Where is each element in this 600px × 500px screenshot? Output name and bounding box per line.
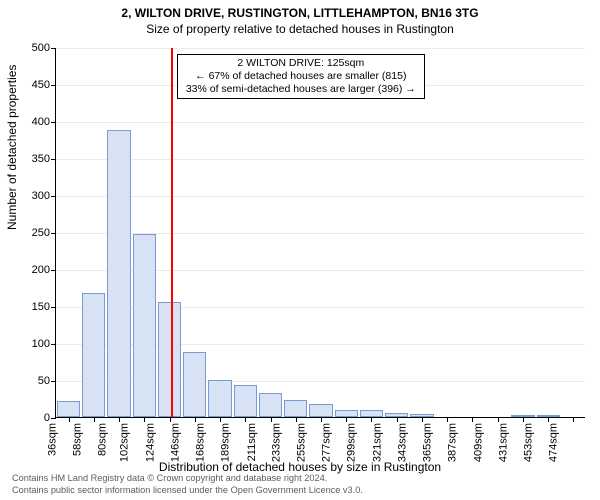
- ytick-label: 450: [32, 79, 50, 91]
- ytick-label: 100: [32, 338, 50, 350]
- xtick-mark: [498, 417, 499, 422]
- ytick-mark: [51, 122, 56, 123]
- xtick-mark: [573, 417, 574, 422]
- xtick-label: 211sqm: [245, 423, 257, 461]
- ytick-mark: [51, 196, 56, 197]
- xtick-label: 255sqm: [295, 423, 307, 462]
- histogram-bar: [82, 293, 105, 417]
- xtick-label: 321sqm: [371, 423, 383, 462]
- ytick-mark: [51, 48, 56, 49]
- xtick-label: 36sqm: [46, 423, 58, 456]
- xtick-mark: [371, 417, 372, 422]
- xtick-label: 409sqm: [472, 423, 484, 462]
- plot-inner: 05010015020025030035040045050036sqm58sqm…: [55, 48, 585, 418]
- xtick-label: 189sqm: [220, 423, 232, 462]
- annotation-line-2: ← 67% of detached houses are smaller (81…: [186, 70, 416, 83]
- chart-title: 2, WILTON DRIVE, RUSTINGTON, LITTLEHAMPT…: [0, 0, 600, 20]
- ytick-mark: [51, 85, 56, 86]
- ytick-label: 150: [32, 301, 50, 313]
- xtick-label: 387sqm: [447, 423, 459, 462]
- xtick-label: 124sqm: [144, 423, 156, 462]
- ytick-mark: [51, 233, 56, 234]
- histogram-bar: [234, 385, 257, 417]
- y-axis-label: Number of detached properties: [5, 65, 19, 230]
- footnote-line-1: Contains HM Land Registry data © Crown c…: [12, 473, 363, 485]
- histogram-bar: [133, 234, 156, 417]
- xtick-mark: [271, 417, 272, 422]
- xtick-mark: [220, 417, 221, 422]
- x-axis-label: Distribution of detached houses by size …: [0, 460, 600, 474]
- grid-line: [56, 122, 585, 123]
- ytick-mark: [51, 344, 56, 345]
- histogram-bar: [284, 400, 307, 417]
- histogram-bar: [335, 410, 358, 417]
- xtick-mark: [144, 417, 145, 422]
- xtick-mark: [397, 417, 398, 422]
- xtick-label: 453sqm: [523, 423, 535, 462]
- ytick-mark: [51, 418, 56, 419]
- xtick-label: 58sqm: [71, 423, 83, 456]
- chart-subtitle: Size of property relative to detached ho…: [0, 20, 600, 36]
- xtick-mark: [472, 417, 473, 422]
- ytick-mark: [51, 159, 56, 160]
- xtick-label: 168sqm: [194, 423, 206, 462]
- xtick-label: 146sqm: [169, 423, 181, 462]
- histogram-bar: [183, 352, 206, 417]
- plot-area: 05010015020025030035040045050036sqm58sqm…: [55, 48, 585, 418]
- xtick-label: 277sqm: [321, 423, 333, 462]
- histogram-bar: [158, 302, 181, 417]
- xtick-mark: [296, 417, 297, 422]
- histogram-bar: [57, 401, 80, 417]
- annotation-line-1: 2 WILTON DRIVE: 125sqm: [186, 57, 416, 70]
- grid-line: [56, 48, 585, 49]
- ytick-label: 500: [32, 42, 50, 54]
- xtick-label: 365sqm: [422, 423, 434, 462]
- annotation-line-3: 33% of semi-detached houses are larger (…: [186, 83, 416, 96]
- xtick-mark: [523, 417, 524, 422]
- xtick-label: 474sqm: [548, 423, 560, 462]
- ytick-label: 400: [32, 116, 50, 128]
- chart-container: { "chart": { "type": "histogram", "title…: [0, 0, 600, 500]
- xtick-label: 233sqm: [270, 423, 282, 462]
- xtick-label: 299sqm: [346, 423, 358, 462]
- xtick-label: 80sqm: [97, 423, 109, 456]
- marker-line: [171, 48, 173, 417]
- grid-line: [56, 159, 585, 160]
- xtick-mark: [548, 417, 549, 422]
- ytick-label: 200: [32, 264, 50, 276]
- annotation-box: 2 WILTON DRIVE: 125sqm← 67% of detached …: [177, 54, 425, 99]
- xtick-label: 431sqm: [497, 423, 509, 462]
- xtick-label: 102sqm: [119, 423, 131, 462]
- ytick-label: 300: [32, 190, 50, 202]
- xtick-mark: [195, 417, 196, 422]
- histogram-bar: [360, 410, 383, 417]
- xtick-mark: [447, 417, 448, 422]
- ytick-label: 50: [38, 375, 50, 387]
- histogram-bar: [107, 130, 130, 417]
- xtick-mark: [119, 417, 120, 422]
- xtick-mark: [346, 417, 347, 422]
- xtick-label: 343sqm: [396, 423, 408, 462]
- ytick-mark: [51, 307, 56, 308]
- histogram-bar: [208, 380, 231, 417]
- histogram-bar: [259, 393, 282, 417]
- grid-line: [56, 196, 585, 197]
- xtick-mark: [170, 417, 171, 422]
- footnote-line-2: Contains public sector information licen…: [12, 485, 363, 497]
- ytick-label: 350: [32, 153, 50, 165]
- footnote: Contains HM Land Registry data © Crown c…: [12, 473, 363, 496]
- xtick-mark: [422, 417, 423, 422]
- xtick-mark: [321, 417, 322, 422]
- xtick-mark: [245, 417, 246, 422]
- ytick-mark: [51, 270, 56, 271]
- xtick-mark: [94, 417, 95, 422]
- histogram-bar: [309, 404, 332, 417]
- ytick-mark: [51, 381, 56, 382]
- xtick-mark: [69, 417, 70, 422]
- ytick-label: 250: [32, 227, 50, 239]
